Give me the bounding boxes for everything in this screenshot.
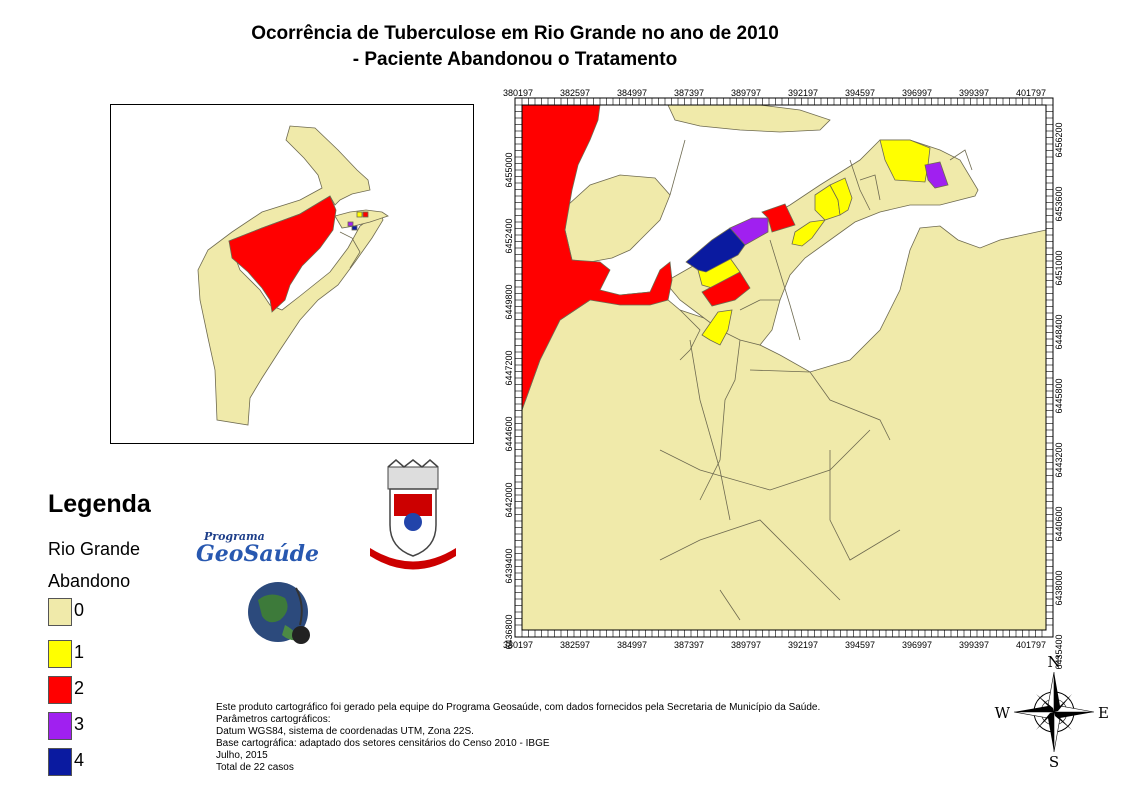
note-line: Este produto cartográfico foi gerado pel…: [216, 702, 821, 713]
main-map: 380197 380197 382597 382597 384997 384997 3873…: [503, 88, 1064, 670]
compass-east: E: [1098, 704, 1109, 722]
main-purple-ne: [924, 161, 949, 189]
main-blue-sector: [685, 227, 746, 273]
note-line: Base cartográfica: adaptado dos setores …: [216, 738, 550, 749]
map-title-line2: - Paciente Abandonou o Tratamento: [352, 49, 678, 70]
compass-south: S: [1049, 753, 1059, 771]
coat-of-arms-icon: [370, 459, 456, 570]
x-tick-top: 392197: [788, 88, 818, 98]
main-yellow-mid3: [791, 219, 826, 247]
main-yellow-mid2: [829, 177, 853, 216]
x-tick-bottom: 389797: [731, 640, 761, 650]
compass-west: W: [995, 704, 1011, 722]
x-tick-bottom: 401797: [1016, 640, 1046, 650]
legend-swatch: [48, 676, 72, 704]
y-tick-right: 6448400: [1054, 314, 1064, 349]
x-tick-top: 384997: [617, 88, 647, 98]
x-tick-bottom: 396997: [902, 640, 932, 650]
legend-layer-name: Rio Grande: [48, 539, 141, 559]
y-tick-right: 6456200: [1054, 122, 1064, 157]
x-tick-top: 394597: [845, 88, 875, 98]
compass-north: N: [1047, 653, 1060, 671]
inset-red-sector: [228, 195, 337, 313]
x-tick-bottom: 394597: [845, 640, 875, 650]
y-tick-right: 6438000: [1054, 570, 1064, 605]
y-tick-right: 6443200: [1054, 442, 1064, 477]
main-red-west: [521, 104, 673, 411]
legend-label: 3: [74, 714, 85, 734]
geosaude-globe-icon: [248, 582, 310, 644]
x-tick-bottom: 392197: [788, 640, 818, 650]
legend-swatch: [48, 748, 72, 776]
logo-program-text: Programa: [204, 530, 265, 543]
x-tick-top: 389797: [731, 88, 761, 98]
y-tick-right: 6435400: [1054, 634, 1064, 669]
x-tick-top: 387397: [674, 88, 704, 98]
y-tick-left: 6442000: [504, 482, 514, 517]
legend-label: 2: [74, 678, 85, 698]
x-tick-top: 380197: [503, 88, 533, 98]
x-tick-bottom: 399397: [959, 640, 989, 650]
x-tick-top: 401797: [1016, 88, 1046, 98]
legend-swatch: [48, 712, 72, 740]
legend-field-name: Abandono: [48, 571, 131, 591]
y-tick-left: 6436800: [504, 614, 514, 649]
main-red-left: [701, 271, 751, 307]
y-tick-left: 6449800: [504, 284, 514, 319]
x-tick-top: 396997: [902, 88, 932, 98]
y-tick-left: 6452400: [504, 218, 514, 253]
note-line: Parâmetros cartográficos:: [216, 714, 331, 725]
map-notes: Este produto cartográfico foi gerado pel…: [216, 702, 820, 774]
legend-heading: Legenda: [48, 490, 151, 518]
y-tick-left: 6439400: [504, 548, 514, 583]
x-tick-bottom: 380197: [503, 640, 533, 650]
inset-map: [197, 125, 389, 426]
inset-municipality: [197, 125, 384, 426]
legend-swatch: [48, 598, 72, 626]
y-tick-left: 6455000: [504, 152, 514, 187]
y-tick-right: 6453600: [1054, 186, 1064, 221]
x-tick-top: 382597: [560, 88, 590, 98]
main-yellow-left2: [701, 309, 733, 346]
compass-rose-icon: N S E W: [995, 653, 1109, 771]
main-land-north: [667, 104, 831, 133]
y-tick-left: 6447200: [504, 350, 514, 385]
legend-label: 4: [74, 750, 85, 770]
y-tick-right: 6445800: [1054, 378, 1064, 413]
legend-label: 0: [74, 600, 85, 620]
logo-geosaude-text: GeoSaúde: [196, 541, 319, 567]
legend-swatch: [48, 640, 72, 668]
y-tick-right: 6451000: [1054, 250, 1064, 285]
x-tick-top: 399397: [959, 88, 989, 98]
note-line: Datum WGS84, sistema de coordenadas UTM,…: [216, 726, 474, 737]
legend-label: 1: [74, 642, 85, 662]
note-line: Julho, 2015: [216, 750, 268, 761]
x-tick-bottom: 384997: [617, 640, 647, 650]
note-line: Total de 22 casos: [216, 762, 294, 773]
x-tick-bottom: 382597: [560, 640, 590, 650]
map-title-line1: Ocorrência de Tuberculose em Rio Grande …: [251, 23, 779, 44]
y-tick-left: 6444600: [504, 416, 514, 451]
main-red-mid: [761, 203, 796, 233]
x-tick-bottom: 387397: [674, 640, 704, 650]
y-tick-right: 6440600: [1054, 506, 1064, 541]
